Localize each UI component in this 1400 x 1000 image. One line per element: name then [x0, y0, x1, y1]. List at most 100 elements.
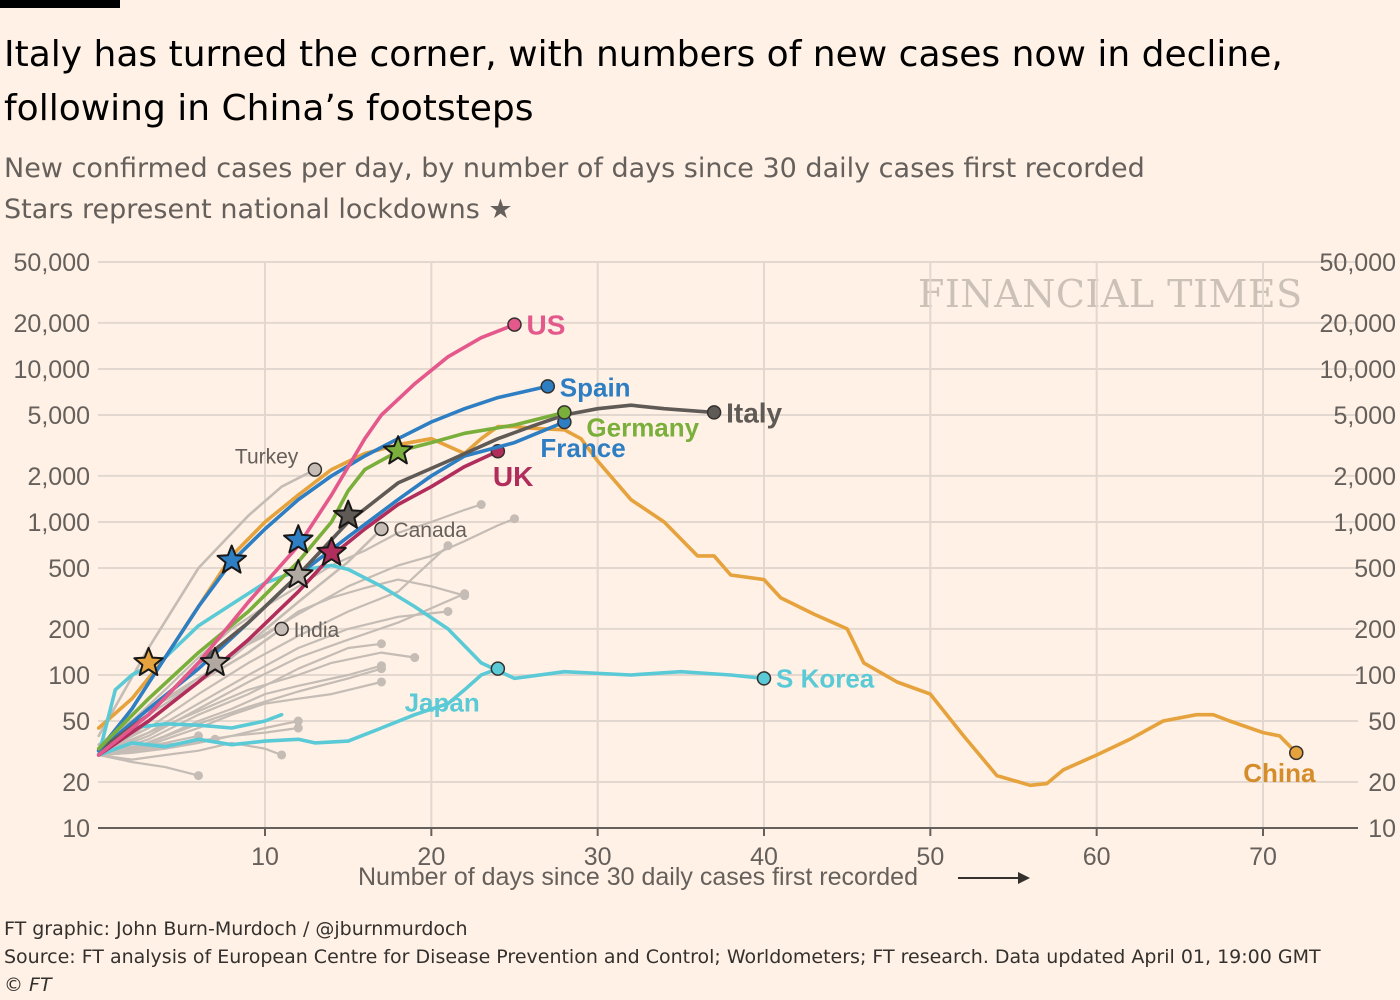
uk-label: UK — [493, 461, 533, 492]
italy-label: Italy — [726, 397, 782, 428]
canada-label: Canada — [393, 519, 467, 542]
chart-subtitle-line-2: Stars represent national lockdowns ★ — [4, 189, 1384, 230]
y-tick-label-left: 100 — [48, 662, 90, 690]
y-tick-label-left: 200 — [48, 616, 90, 644]
other-country-end-dot — [376, 661, 386, 671]
lockdown-star-uk — [316, 536, 347, 566]
other-country-line — [98, 610, 449, 757]
footer: FT graphic: John Burn-Murdoch / @jburnmu… — [4, 915, 1321, 999]
y-tick-label-right: 50,000 — [1320, 249, 1396, 277]
other-country-line — [98, 651, 415, 754]
x-tick-label: 70 — [1249, 843, 1277, 871]
x-tick-label: 60 — [1083, 843, 1111, 871]
other-country-end-dot — [476, 500, 486, 510]
india-end-marker — [274, 621, 289, 637]
y-tick-label-right: 500 — [1354, 555, 1396, 583]
turkey-end-marker — [307, 462, 323, 477]
y-tick-label-right: 50 — [1368, 708, 1396, 736]
y-tick-label-right: 10 — [1368, 815, 1396, 843]
lockdown-star-spain — [216, 544, 247, 574]
lockdown-star-china — [133, 646, 164, 676]
other-country-end-dot — [293, 723, 303, 733]
chart-title: Italy has turned the corner, with number… — [4, 28, 1384, 136]
lockdown-star-italy — [332, 499, 364, 529]
x-tick-label: 40 — [750, 843, 778, 871]
x-tick-label: 50 — [916, 843, 944, 871]
chart-subtitle-line-1: New confirmed cases per day, by number o… — [4, 153, 1145, 184]
y-tick-label-left: 10 — [62, 815, 90, 843]
star-icon: ★ — [488, 194, 513, 225]
y-tick-label-right: 200 — [1354, 616, 1396, 644]
lockdown-star-germany — [382, 435, 414, 465]
japan-end-marker — [490, 661, 506, 676]
lockdown-star-other — [199, 646, 231, 676]
other-country-end-dot — [443, 541, 453, 551]
x-axis-label: Number of days since 30 daily cases firs… — [358, 863, 918, 891]
x-axis-arrow-head — [1018, 872, 1030, 884]
footer-source: Source: FT analysis of European Centre f… — [4, 946, 1321, 968]
y-tick-label-left: 10,000 — [14, 356, 90, 384]
us-label: US — [527, 310, 566, 341]
france-label: France — [540, 433, 625, 463]
y-tick-label-right: 10,000 — [1320, 356, 1396, 384]
other-country-end-dot — [376, 677, 386, 687]
chart-title-line-2: following in China’s footsteps — [4, 88, 534, 129]
other-country-end-dot — [443, 606, 453, 616]
us-line — [96, 322, 517, 757]
china-end-marker — [1289, 745, 1304, 761]
ft-watermark: FINANCIAL TIMES — [918, 272, 1303, 316]
line-chart: 10 10 20 20 50 50 100 100 200 200 500 500 1,000 1,000… — [14, 249, 1396, 891]
germany-label: Germany — [586, 412, 699, 442]
y-tick-label-right: 2,000 — [1333, 463, 1396, 491]
y-tick-label-left: 5,000 — [27, 402, 90, 430]
lockdown-star-france — [283, 524, 314, 554]
germany-line — [96, 410, 567, 751]
x-tick-label: 10 — [251, 843, 279, 871]
spain-end-marker — [540, 379, 556, 394]
china-label: China — [1243, 758, 1316, 788]
y-tick-label-left: 1,000 — [27, 509, 90, 537]
other-country-line — [98, 592, 466, 757]
other-country-end-dot — [410, 653, 420, 663]
y-tick-label-left: 20 — [62, 769, 90, 797]
canada-end-marker — [374, 521, 389, 537]
japan-line — [96, 666, 500, 757]
other-country-end-dot — [510, 514, 519, 524]
y-tick-label-left: 50 — [62, 708, 90, 736]
y-tick-label-right: 20,000 — [1320, 310, 1396, 338]
other-country-line — [98, 753, 199, 777]
s-korea-end-marker — [756, 671, 772, 686]
other-country-end-dot — [376, 639, 386, 649]
spain-line — [96, 384, 550, 753]
other-country-line — [98, 642, 382, 757]
spain-label: Spain — [560, 372, 631, 402]
other-country-line — [98, 726, 299, 757]
x-tick-label: 20 — [417, 843, 445, 871]
other-country-line — [98, 503, 482, 746]
germany-end-marker — [557, 405, 572, 420]
other-country-line — [98, 544, 449, 754]
other-country-end-dot — [277, 750, 287, 760]
y-tick-label-right: 100 — [1354, 662, 1396, 690]
chart-title-line-1: Italy has turned the corner, with number… — [4, 34, 1283, 75]
us-end-marker — [507, 317, 522, 332]
lockdown-star-other — [283, 559, 314, 589]
y-tick-label-left: 20,000 — [14, 310, 90, 338]
footer-copyright: © FT — [4, 974, 52, 996]
turkey-label: Turkey — [235, 446, 299, 469]
y-tick-label-right: 1,000 — [1333, 509, 1396, 537]
other-country-end-dot — [460, 591, 470, 601]
other-country-end-dot — [193, 771, 203, 781]
other-country-line — [98, 741, 282, 761]
other-country-end-dot — [293, 716, 303, 726]
y-tick-label-left: 500 — [48, 555, 90, 583]
ft-top-bar — [0, 0, 120, 8]
y-tick-label-right: 20 — [1368, 769, 1396, 797]
y-tick-label-left: 50,000 — [14, 249, 90, 277]
chart-subtitle: New confirmed cases per day, by number o… — [4, 148, 1384, 230]
italy-end-marker — [706, 405, 722, 420]
japan-label: Japan — [405, 688, 480, 718]
y-tick-label-right: 5,000 — [1333, 402, 1396, 430]
india-label: India — [294, 619, 340, 642]
china-line — [96, 424, 1299, 788]
